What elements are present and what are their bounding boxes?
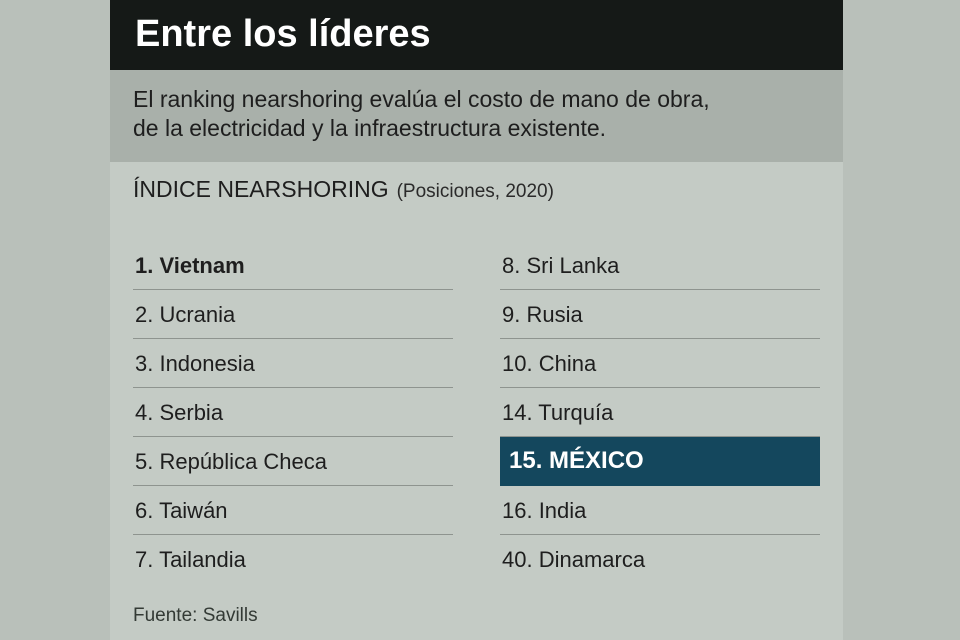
ranking-row: 8. Sri Lanka xyxy=(500,241,820,290)
intro-line-2: de la electricidad y la infraestructura … xyxy=(133,115,607,141)
ranking-row: 4. Serbia xyxy=(133,388,453,437)
ranking-row: 6. Taiwán xyxy=(133,486,453,535)
ranking-row: 14. Turquía xyxy=(500,388,820,437)
ranking-row-highlight: 15. MÉXICO xyxy=(500,437,820,486)
ranking-row: 5. República Checa xyxy=(133,437,453,486)
ranking-item: 16. India xyxy=(502,498,587,523)
title-bar: Entre los líderes xyxy=(110,0,843,70)
infographic-card: Entre los líderes El ranking nearshoring… xyxy=(110,0,843,640)
index-title: ÍNDICE NEARSHORING xyxy=(133,176,389,202)
intro-line-1: El ranking nearshoring evalúa el costo d… xyxy=(133,86,710,112)
ranking-column-left: 1. Vietnam 2. Ucrania 3. Indonesia 4. Se… xyxy=(133,241,453,584)
ranking-row: 40. Dinamarca xyxy=(500,535,820,584)
index-heading: ÍNDICE NEARSHORING (Posiciones, 2020) xyxy=(133,176,554,203)
ranking-item: 10. China xyxy=(502,351,597,376)
ranking-row: 9. Rusia xyxy=(500,290,820,339)
ranking-item: 7. Tailandia xyxy=(135,547,246,572)
ranking-item: 40. Dinamarca xyxy=(502,547,646,572)
ranking-item: 6. Taiwán xyxy=(135,498,228,523)
ranking-item: 5. República Checa xyxy=(135,449,328,474)
ranking-item: 2. Ucrania xyxy=(135,302,236,327)
ranking-item: 3. Indonesia xyxy=(135,351,255,376)
ranking-row: 1. Vietnam xyxy=(133,241,453,290)
ranking-item: 4. Serbia xyxy=(135,400,224,425)
ranking-item: 8. Sri Lanka xyxy=(502,253,620,278)
ranking-row: 16. India xyxy=(500,486,820,535)
ranking-item: 9. Rusia xyxy=(502,302,583,327)
ranking-row: 3. Indonesia xyxy=(133,339,453,388)
ranking-row: 7. Tailandia xyxy=(133,535,453,584)
page-title: Entre los líderes xyxy=(135,13,431,55)
ranking-item-highlight: 15. MÉXICO xyxy=(509,447,644,474)
ranking-row: 2. Ucrania xyxy=(133,290,453,339)
ranking-item: 1. Vietnam xyxy=(135,253,245,278)
ranking-row: 10. China xyxy=(500,339,820,388)
index-subtitle: (Posiciones, 2020) xyxy=(396,181,554,202)
intro-box: El ranking nearshoring evalúa el costo d… xyxy=(110,70,843,162)
source-note: Fuente: Savills xyxy=(133,605,258,626)
ranking-item: 14. Turquía xyxy=(502,400,614,425)
ranking-column-right: 8. Sri Lanka 9. Rusia 10. China 14. Turq… xyxy=(500,241,820,584)
